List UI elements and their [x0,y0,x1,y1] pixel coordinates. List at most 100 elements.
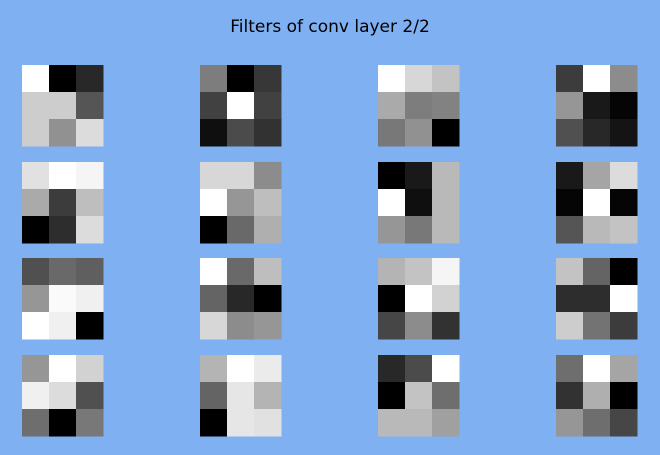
filter-9-pixel-1-1 [49,285,77,313]
filter-12-pixel-1-0 [556,285,584,313]
filter-9-pixel-2-0 [22,312,50,340]
filter-3-pixel-2-2 [432,119,460,147]
filter-3-pixel-1-2 [432,92,460,120]
filter-5-pixel-2-0 [22,216,50,244]
filter-4-pixel-1-0 [556,92,584,120]
filter-16-pixel-1-2 [610,382,638,410]
filter-5-pixel-1-0 [22,189,50,217]
filter-1-pixel-1-1 [49,92,77,120]
filter-15-pixel-0-2 [432,355,460,383]
filter-11-pixel-0-1 [405,258,433,286]
filter-11-pixel-1-0 [378,285,406,313]
filter-4-pixel-1-2 [610,92,638,120]
filter-14 [200,355,282,437]
filter-11-pixel-0-0 [378,258,406,286]
filter-8 [556,162,638,244]
filter-10-pixel-2-2 [254,312,282,340]
filter-9 [22,258,104,340]
filter-3-pixel-2-1 [405,119,433,147]
filter-16-pixel-2-1 [583,409,611,437]
filter-5-pixel-1-2 [76,189,104,217]
filter-2-pixel-2-2 [254,119,282,147]
filter-15-pixel-0-0 [378,355,406,383]
filter-14-pixel-0-1 [227,355,255,383]
filter-16-pixel-0-1 [583,355,611,383]
filter-4 [556,65,638,147]
filter-1-pixel-0-0 [22,65,50,93]
filter-16-pixel-1-0 [556,382,584,410]
filter-2 [200,65,282,147]
filter-16-pixel-2-0 [556,409,584,437]
filter-3-pixel-0-0 [378,65,406,93]
filter-3-pixel-1-1 [405,92,433,120]
filter-1-pixel-1-2 [76,92,104,120]
filter-10-pixel-0-0 [200,258,228,286]
filter-3-pixel-0-2 [432,65,460,93]
filter-14-pixel-2-2 [254,409,282,437]
filter-10-pixel-2-1 [227,312,255,340]
filter-1-pixel-2-0 [22,119,50,147]
filter-7-pixel-1-2 [432,189,460,217]
filter-12 [556,258,638,340]
filter-2-pixel-2-1 [227,119,255,147]
filter-5-pixel-2-1 [49,216,77,244]
filter-11-pixel-2-0 [378,312,406,340]
filter-2-pixel-0-0 [200,65,228,93]
filter-1-pixel-0-2 [76,65,104,93]
filter-6 [200,162,282,244]
filter-11-pixel-0-2 [432,258,460,286]
filter-6-pixel-1-1 [227,189,255,217]
filter-5-pixel-0-2 [76,162,104,190]
filter-2-pixel-0-1 [227,65,255,93]
filter-13 [22,355,104,437]
filter-7-pixel-2-2 [432,216,460,244]
filter-16-pixel-0-0 [556,355,584,383]
filter-7-pixel-0-0 [378,162,406,190]
filter-4-pixel-2-0 [556,119,584,147]
filter-13-pixel-1-0 [22,382,50,410]
filter-14-pixel-1-0 [200,382,228,410]
filter-13-pixel-2-2 [76,409,104,437]
filter-8-pixel-2-1 [583,216,611,244]
filter-15-pixel-0-1 [405,355,433,383]
filter-4-pixel-2-1 [583,119,611,147]
filter-12-pixel-2-2 [610,312,638,340]
filter-6-pixel-1-2 [254,189,282,217]
filter-2-pixel-1-2 [254,92,282,120]
filter-11-pixel-2-1 [405,312,433,340]
filter-4-pixel-1-1 [583,92,611,120]
filter-15-pixel-1-1 [405,382,433,410]
filter-8-pixel-2-2 [610,216,638,244]
filter-16-pixel-0-2 [610,355,638,383]
filter-12-pixel-1-2 [610,285,638,313]
filter-12-pixel-1-1 [583,285,611,313]
filter-12-pixel-0-2 [610,258,638,286]
filter-5 [22,162,104,244]
filter-6-pixel-2-1 [227,216,255,244]
filter-9-pixel-1-2 [76,285,104,313]
filter-10-pixel-1-2 [254,285,282,313]
filter-16-pixel-1-1 [583,382,611,410]
filter-14-pixel-1-2 [254,382,282,410]
filter-7-pixel-2-0 [378,216,406,244]
filter-14-pixel-2-0 [200,409,228,437]
filter-15-pixel-1-0 [378,382,406,410]
filter-13-pixel-0-1 [49,355,77,383]
filter-2-pixel-1-1 [227,92,255,120]
filter-5-pixel-2-2 [76,216,104,244]
filter-9-pixel-0-2 [76,258,104,286]
filter-4-pixel-2-2 [610,119,638,147]
filter-9-pixel-1-0 [22,285,50,313]
filter-11-pixel-1-1 [405,285,433,313]
filter-14-pixel-0-2 [254,355,282,383]
filter-1-pixel-1-0 [22,92,50,120]
filter-5-pixel-0-0 [22,162,50,190]
filter-14-pixel-0-0 [200,355,228,383]
filter-11-pixel-2-2 [432,312,460,340]
filter-7-pixel-0-1 [405,162,433,190]
filter-1-pixel-2-1 [49,119,77,147]
filter-10-pixel-2-0 [200,312,228,340]
filter-3-pixel-0-1 [405,65,433,93]
filter-15 [378,355,460,437]
